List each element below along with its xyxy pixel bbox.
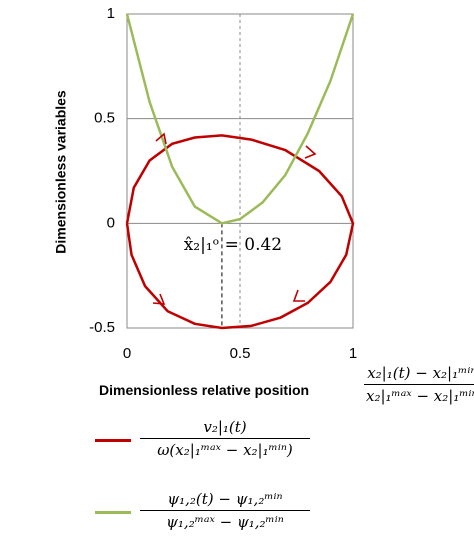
y-tick-label: 0.5 bbox=[94, 110, 115, 127]
y-tick-label: -0.5 bbox=[89, 319, 115, 336]
arrow bbox=[152, 293, 166, 305]
arrow bbox=[292, 289, 305, 302]
legend-swatch bbox=[95, 511, 131, 514]
arrow bbox=[304, 145, 317, 159]
legend-denominator: ψ₁,₂ᵐᵃˣ − ψ₁,₂ᵐⁱⁿ bbox=[166, 513, 284, 531]
legend-swatch bbox=[95, 439, 131, 442]
x-tick-label: 1 bbox=[349, 345, 357, 362]
legend-numerator: ψ₁,₂(t) − ψ₁,₂ᵐⁱⁿ bbox=[140, 490, 310, 511]
x-axis-formula: x₂|₁(t) − x₂|₁ᵐⁱⁿ x₂|₁ᵐᵃˣ − x₂|₁ᵐⁱⁿ bbox=[364, 364, 474, 405]
y-axis-label: Dimensionless variables bbox=[53, 90, 69, 254]
x-tick-label: 0 bbox=[123, 345, 131, 362]
formula-denominator: x₂|₁ᵐᵃˣ − x₂|₁ᵐⁱⁿ bbox=[366, 387, 474, 405]
series-line bbox=[125, 13, 355, 225]
y-tick-label: 0 bbox=[107, 214, 115, 231]
x-tick-label: 0.5 bbox=[230, 345, 251, 362]
legend-denominator: ω(x₂|₁ᵐᵃˣ − x₂|₁ᵐⁱⁿ) bbox=[157, 441, 293, 459]
y-tick-label: 1 bbox=[107, 5, 115, 22]
formula-numerator: x₂|₁(t) − x₂|₁ᵐⁱⁿ bbox=[364, 364, 474, 385]
legend-numerator: v₂|₁(t) bbox=[140, 418, 310, 439]
x-axis-label: Dimensionless relative position bbox=[99, 382, 310, 398]
legend-label: v₂|₁(t) ω(x₂|₁ᵐᵃˣ − x₂|₁ᵐⁱⁿ) bbox=[140, 418, 310, 459]
direction-arrows bbox=[152, 132, 317, 305]
arrow bbox=[155, 132, 167, 145]
legend-label: ψ₁,₂(t) − ψ₁,₂ᵐⁱⁿ ψ₁,₂ᵐᵃˣ − ψ₁,₂ᵐⁱⁿ bbox=[140, 490, 310, 531]
series-line bbox=[125, 134, 355, 330]
annotation: x̂₂|₁ᵒ = 0.42 bbox=[184, 235, 282, 255]
